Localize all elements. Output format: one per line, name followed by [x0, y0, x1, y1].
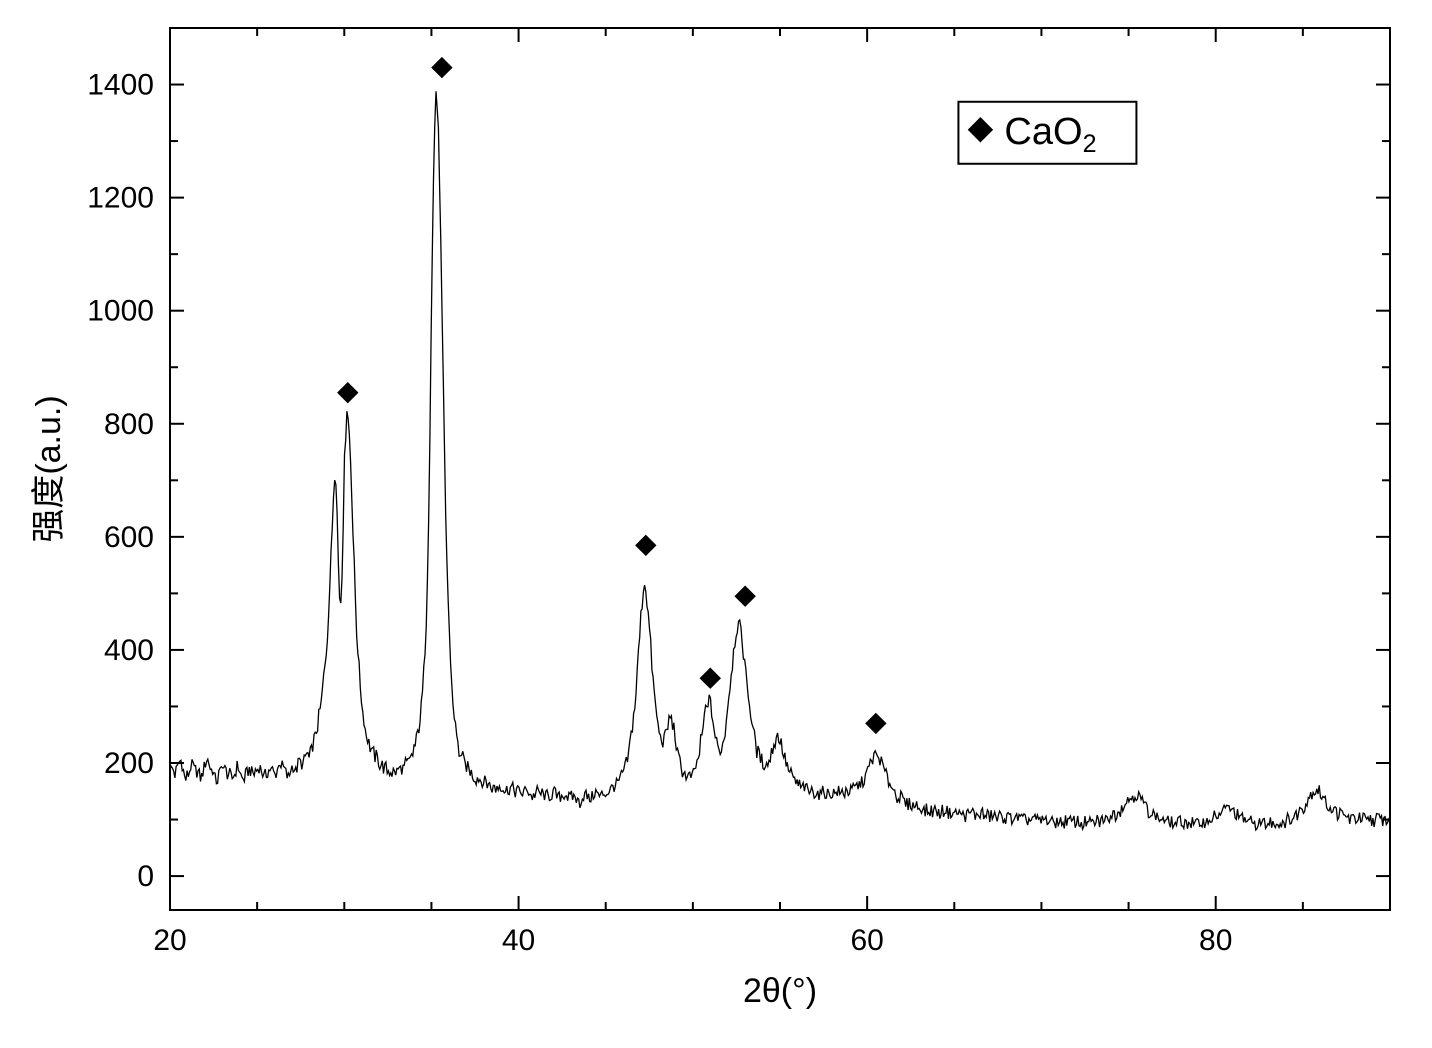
peak-marker-icon: [735, 586, 755, 606]
y-tick-label: 600: [104, 521, 154, 554]
y-tick-label: 200: [104, 747, 154, 780]
x-tick-label: 40: [502, 924, 535, 957]
legend: CaO2: [958, 102, 1136, 164]
x-tick-label: 80: [1199, 924, 1232, 957]
y-tick-label: 1000: [87, 295, 154, 328]
chart-svg: 2040608002004006008001000120014002θ(°)强度…: [0, 0, 1432, 1048]
peak-marker-icon: [700, 668, 720, 688]
peak-marker-icon: [636, 535, 656, 555]
y-tick-label: 400: [104, 634, 154, 667]
y-tick-label: 800: [104, 408, 154, 441]
y-tick-label: 1400: [87, 69, 154, 102]
xrd-spectrum-line: [170, 91, 1390, 830]
legend-label: CaO2: [1004, 111, 1096, 158]
plot-frame: [170, 28, 1390, 910]
y-tick-label: 1200: [87, 182, 154, 215]
peak-marker-icon: [432, 58, 452, 78]
x-tick-label: 60: [850, 924, 883, 957]
peak-marker-icon: [338, 383, 358, 403]
x-axis-label: 2θ(°): [743, 972, 817, 1010]
y-axis-label: 强度(a.u.): [30, 395, 68, 542]
xrd-chart: 2040608002004006008001000120014002θ(°)强度…: [0, 0, 1432, 1048]
x-tick-label: 20: [153, 924, 186, 957]
peak-marker-icon: [866, 713, 886, 733]
y-tick-label: 0: [137, 860, 154, 893]
legend-marker-icon: [968, 118, 992, 142]
